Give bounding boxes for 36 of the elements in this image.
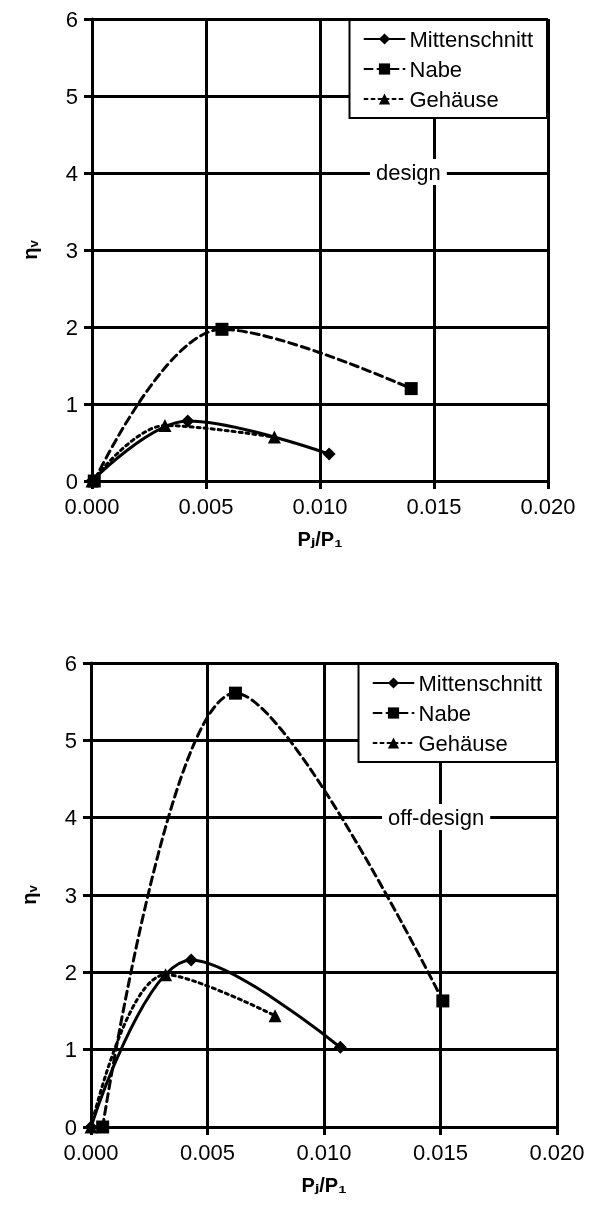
x-tick-label: 0.010	[296, 1139, 352, 1165]
x-tick-label: 0.000	[64, 493, 120, 519]
y-axis-title: ηᵥ	[18, 884, 40, 905]
y-tick-label: 3	[64, 882, 77, 908]
y-tick-label: 4	[64, 805, 77, 831]
y-tick-label: 0	[65, 468, 78, 494]
y-tick-label: 6	[64, 650, 77, 676]
y-tick-label: 5	[65, 83, 78, 109]
x-tick-label: 0.000	[63, 1139, 119, 1165]
y-tick-label: 1	[65, 391, 78, 417]
x-tick-label: 0.005	[178, 493, 234, 519]
annotation: design	[376, 159, 441, 185]
annotation: off-design	[388, 804, 485, 830]
y-tick-label: 2	[65, 314, 78, 340]
y-tick-label: 2	[64, 959, 77, 985]
y-tick-label: 4	[65, 160, 78, 186]
x-tick-label: 0.015	[406, 493, 462, 519]
x-axis-title: Pⱼ/P₁	[301, 1174, 347, 1196]
y-tick-label: 5	[64, 727, 77, 753]
legend-label: Mittenschnitt	[409, 26, 534, 52]
y-tick-label: 1	[64, 1037, 77, 1063]
x-tick-label: 0.015	[412, 1139, 469, 1165]
x-tick-label: 0.005	[179, 1139, 236, 1165]
legend-label: Nabe	[418, 700, 472, 726]
legend-label: Nabe	[409, 56, 463, 82]
x-tick-label: 0.020	[520, 493, 576, 519]
legend-label: Gehäuse	[418, 730, 508, 756]
legend-label: Mittenschnitt	[418, 670, 543, 696]
y-axis-title: ηᵥ	[19, 239, 41, 260]
x-tick-label: 0.020	[529, 1139, 585, 1165]
x-axis-title: Pⱼ/P₁	[297, 528, 343, 550]
y-tick-label: 0	[64, 1114, 77, 1140]
y-tick-label: 6	[65, 6, 78, 32]
y-tick-label: 3	[65, 237, 78, 263]
legend-label: Gehäuse	[409, 86, 499, 112]
x-tick-label: 0.010	[292, 493, 348, 519]
